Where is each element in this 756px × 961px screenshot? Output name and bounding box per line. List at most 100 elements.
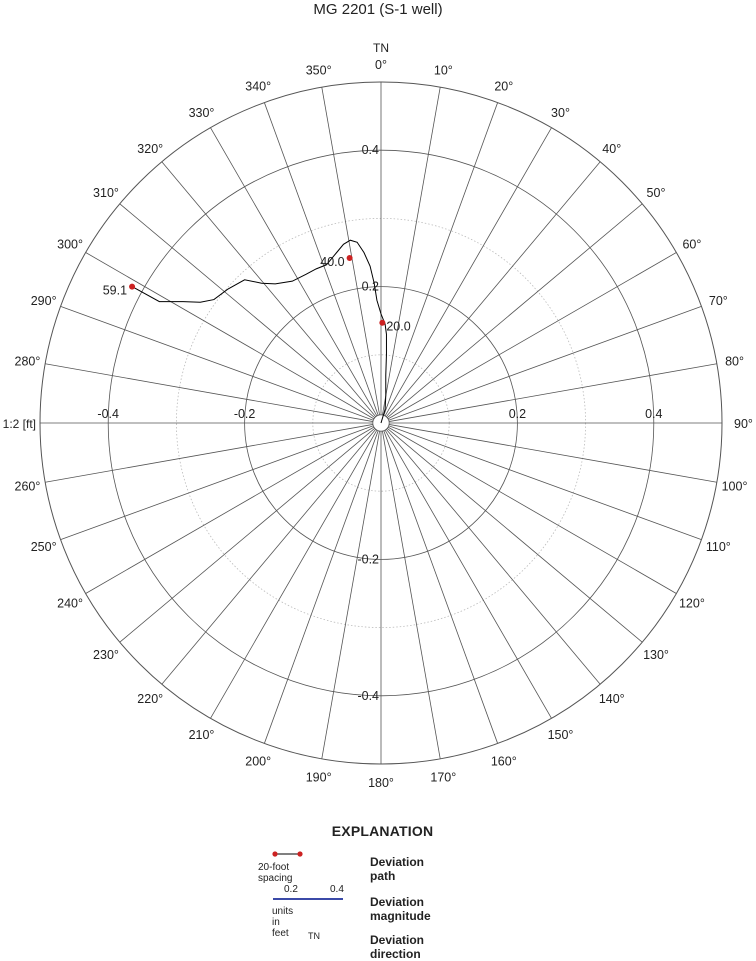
legend-magnitude-tick-high: 0.4 <box>330 884 344 895</box>
spoke-120 <box>387 426 677 594</box>
spoke-100 <box>388 424 717 483</box>
angle-label-20: 20° <box>494 80 513 94</box>
angle-label-200: 200° <box>245 754 271 768</box>
deviation-path-line <box>131 239 387 424</box>
spoke-330 <box>210 127 378 417</box>
spoke-50 <box>387 203 643 419</box>
spoke-40 <box>385 161 601 417</box>
angle-label-10: 10° <box>434 63 453 77</box>
spoke-230 <box>119 427 375 643</box>
legend-direction-label: Deviation direction <box>370 933 425 961</box>
spoke-320 <box>161 161 377 417</box>
angle-label-250: 250° <box>31 540 57 554</box>
radial-label-w-04: -0.4 <box>97 407 119 421</box>
spoke-310 <box>119 203 375 419</box>
spoke-240 <box>85 426 375 594</box>
marker-59-1 <box>129 283 136 290</box>
legend-heading: EXPLANATION <box>331 823 434 839</box>
spoke-10 <box>382 87 441 416</box>
angle-label-350: 350° <box>306 63 332 77</box>
marker-20-0 <box>379 319 386 326</box>
angle-label-320: 320° <box>137 142 163 156</box>
angle-label-260: 260° <box>15 479 41 493</box>
angle-label-310: 310° <box>93 186 119 200</box>
spoke-200 <box>263 430 379 744</box>
marker-label-59-1: 59.1 <box>103 284 127 298</box>
scale-label: 1:2 [ft] <box>3 417 36 431</box>
angle-label-80: 80° <box>725 355 744 369</box>
angle-label-280: 280° <box>15 355 41 369</box>
spoke-290 <box>60 305 374 421</box>
angle-label-40: 40° <box>602 142 621 156</box>
angle-label-90: 90° <box>734 417 753 431</box>
angle-label-70: 70° <box>709 294 728 308</box>
angle-label-100: 100° <box>722 479 748 493</box>
marker-label-40-0: 40.0 <box>320 255 344 269</box>
radial-label-s-04: -0.4 <box>357 689 379 703</box>
spoke-210 <box>210 429 378 719</box>
angle-label-120: 120° <box>679 597 705 611</box>
spoke-110 <box>388 425 702 541</box>
angle-label-220: 220° <box>137 692 163 706</box>
legend-magnitude-tick-low: 0.2 <box>284 884 298 895</box>
marker-40-0 <box>346 254 353 261</box>
spoke-170 <box>382 430 441 759</box>
angle-label-210: 210° <box>189 728 215 742</box>
angle-label-180: 180° <box>368 776 394 790</box>
legend-path-symbol <box>272 851 303 857</box>
radial-label-e-02: 0.2 <box>509 407 526 421</box>
spoke-220 <box>161 429 377 685</box>
spoke-260 <box>45 424 374 483</box>
radial-label-n-02: 0.2 <box>362 280 379 294</box>
marker-label-20-0: 20.0 <box>386 320 410 334</box>
north-label: TN <box>373 41 389 55</box>
angle-label-150: 150° <box>548 728 574 742</box>
radial-label-e-04: 0.4 <box>645 407 662 421</box>
legend-magnitude-caption: units in feet <box>272 906 294 939</box>
angle-label-240: 240° <box>57 597 83 611</box>
spoke-30 <box>384 127 552 417</box>
spoke-140 <box>385 429 601 685</box>
angle-label-330: 330° <box>189 106 215 120</box>
legend-magnitude-bar <box>273 898 343 900</box>
radial-label-s-02: -0.2 <box>357 552 379 566</box>
angle-label-130: 130° <box>643 648 669 662</box>
spoke-280 <box>45 363 374 422</box>
angle-label-140: 140° <box>599 692 625 706</box>
radial-label-w-02: -0.2 <box>234 407 256 421</box>
spoke-250 <box>60 425 374 541</box>
spoke-70 <box>388 305 702 421</box>
spoke-80 <box>388 363 717 422</box>
angle-label-30: 30° <box>551 106 570 120</box>
spoke-130 <box>387 427 643 643</box>
spoke-340 <box>263 102 379 416</box>
spoke-60 <box>387 252 677 420</box>
spoke-160 <box>383 430 499 744</box>
spoke-350 <box>321 87 380 416</box>
legend-path-label: Deviation path <box>370 855 425 883</box>
spoke-20 <box>383 102 499 416</box>
legend-path-caption: 20-foot spacing <box>258 862 293 884</box>
legend-direction-symbol: TN <box>308 931 320 941</box>
spoke-300 <box>85 252 375 420</box>
angle-label-340: 340° <box>245 80 271 94</box>
angle-label-110: 110° <box>706 540 731 554</box>
angle-label-60: 60° <box>682 238 701 252</box>
chart-title: MG 2201 (S-1 well) <box>313 1 443 18</box>
radial-label-n-04: 0.4 <box>362 143 379 157</box>
polar-labels: 0° 10° 20° 30° 40° 50° 60° 70° 80° 90° 100° 110° 120… <box>3 41 753 790</box>
angle-label-300: 300° <box>57 238 83 252</box>
polar-grid <box>39 81 723 765</box>
angle-label-190: 190° <box>306 771 332 785</box>
angle-label-160: 160° <box>491 754 517 768</box>
legend-magnitude-label: Deviation magnitude <box>370 895 431 923</box>
angle-label-50: 50° <box>647 186 666 200</box>
deviation-path-layer: 20.0 40.0 59.1 <box>103 239 411 424</box>
angle-label-230: 230° <box>93 648 119 662</box>
angle-label-170: 170° <box>430 771 456 785</box>
spoke-190 <box>321 430 380 759</box>
spoke-150 <box>384 429 552 719</box>
angle-label-290: 290° <box>31 294 57 308</box>
angle-label-0: 0° <box>375 58 387 72</box>
